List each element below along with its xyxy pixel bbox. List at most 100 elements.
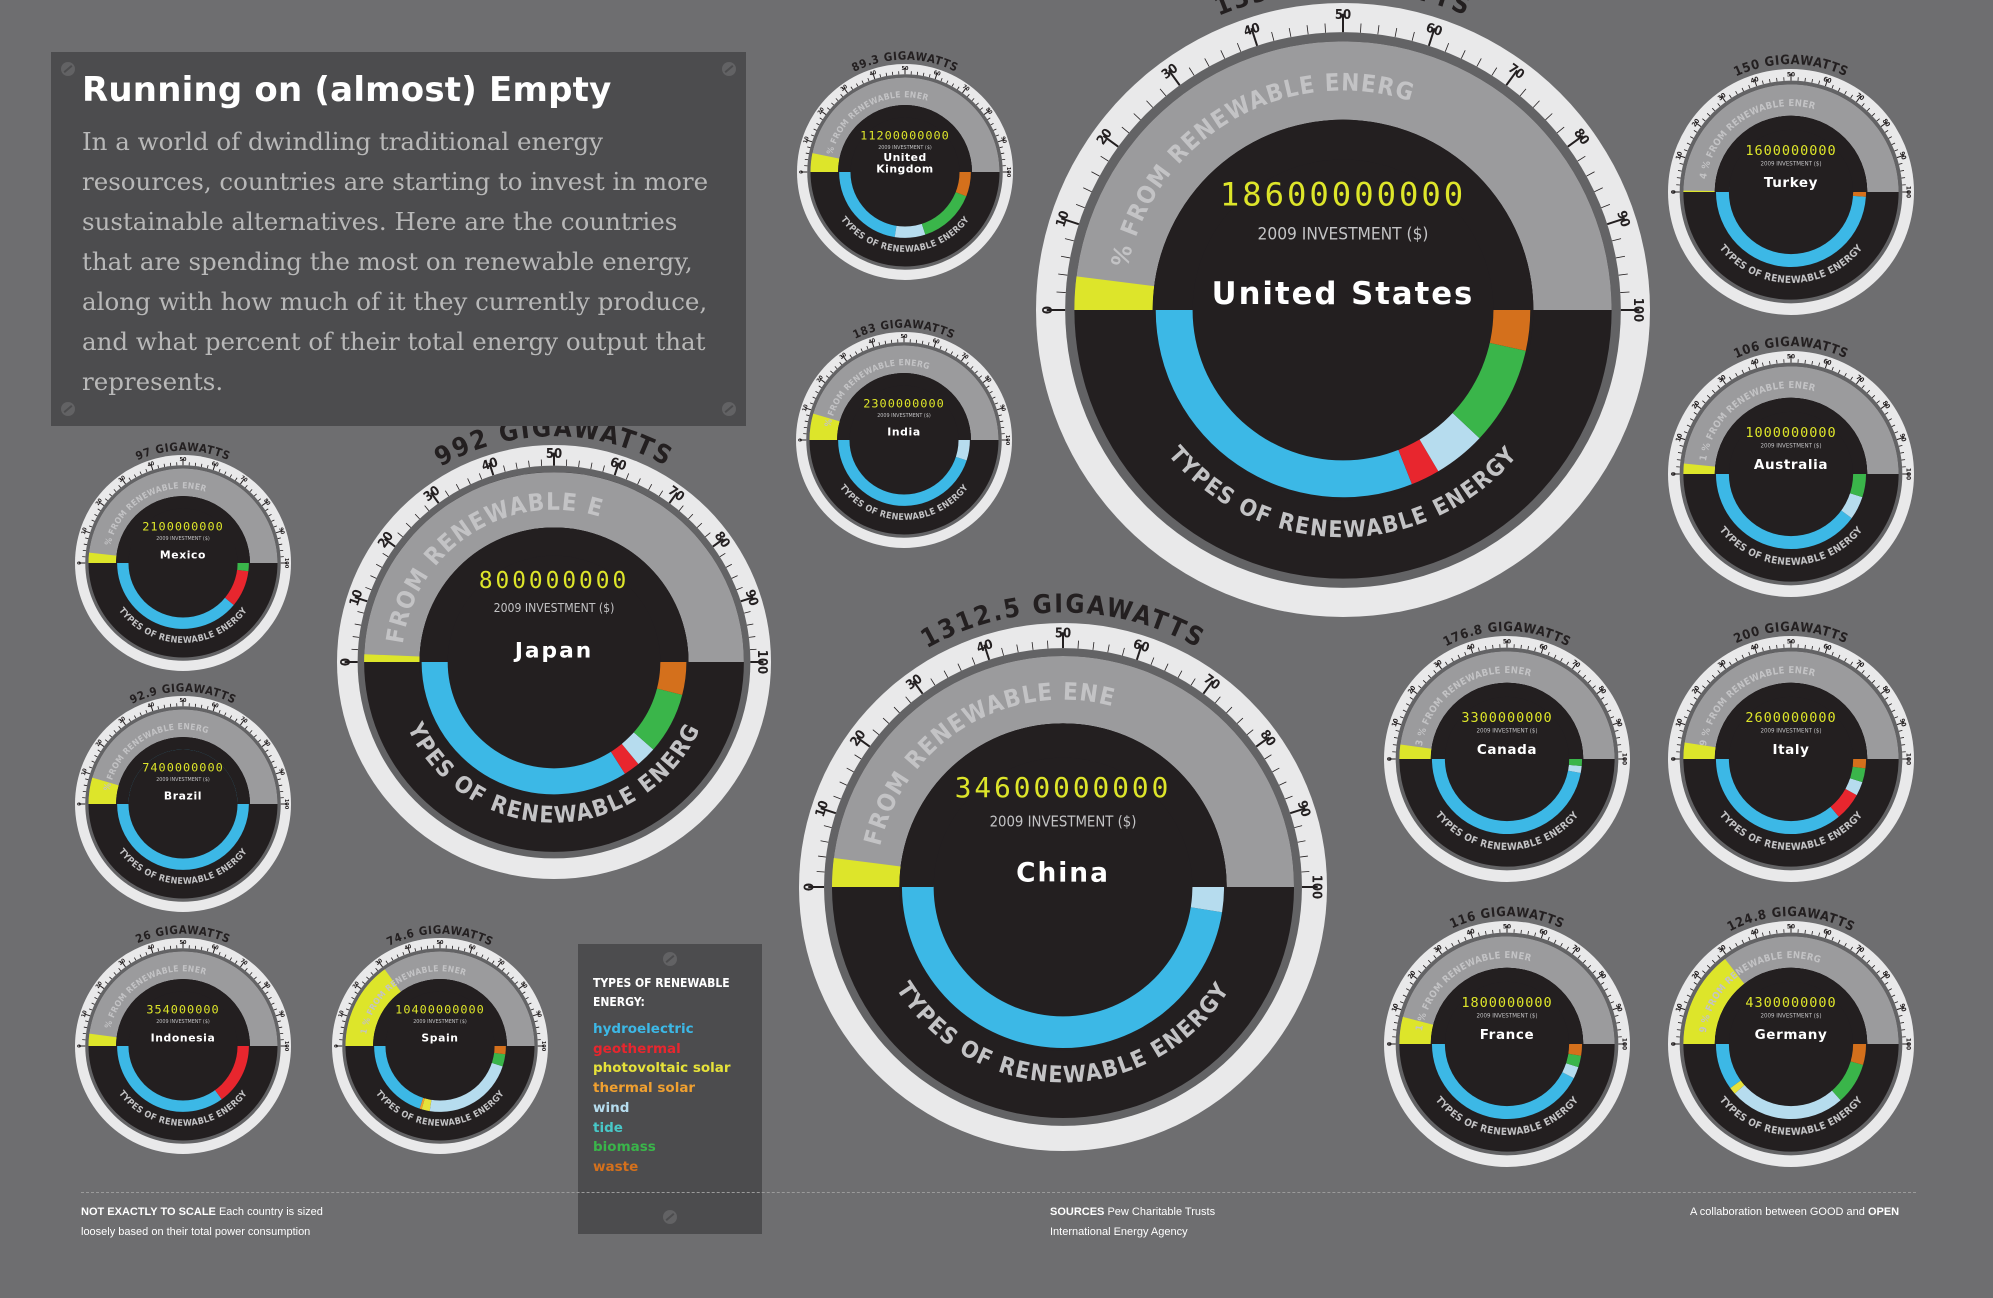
scale-tick bbox=[1900, 170, 1905, 172]
scale-tick bbox=[497, 961, 502, 968]
scale-tick bbox=[1735, 658, 1738, 662]
scale-tick bbox=[1818, 80, 1820, 85]
scale-tick bbox=[532, 1013, 540, 1017]
scale-tick bbox=[804, 420, 809, 423]
scale-tick bbox=[277, 1020, 281, 1023]
scale-tick bbox=[884, 340, 887, 345]
scale-tick bbox=[475, 951, 478, 956]
scale-tick bbox=[1720, 377, 1726, 385]
investment-label: 2009 INVESTMENT ($) bbox=[1476, 1013, 1537, 1020]
scale-tick bbox=[145, 951, 148, 956]
scale-tick bbox=[819, 378, 826, 383]
scale-tick bbox=[134, 957, 137, 961]
scale-tick bbox=[271, 760, 275, 763]
scale-tick-label: 90 bbox=[1898, 433, 1908, 443]
scale-tick bbox=[407, 946, 411, 954]
mix-inner bbox=[849, 385, 959, 495]
mix-segment-waste bbox=[1852, 192, 1867, 197]
scale-tick-label: 30 bbox=[1716, 373, 1727, 384]
scale-tick-label: 50 bbox=[1787, 70, 1795, 78]
scale-tick bbox=[1693, 130, 1698, 133]
scale-tick-label: 40 bbox=[147, 461, 156, 469]
scale-tick bbox=[265, 991, 269, 994]
scale-tick bbox=[85, 1020, 89, 1023]
scale-tick-label: 30 bbox=[839, 352, 849, 361]
scale-tick bbox=[340, 1026, 345, 1029]
scale-tick bbox=[1711, 389, 1716, 394]
scale-tick bbox=[1894, 431, 1899, 434]
scale-tick bbox=[1606, 217, 1626, 226]
footer-scale-note: NOT EXACTLY TO SCALE Each country is siz… bbox=[81, 1202, 323, 1242]
scale-tick bbox=[83, 543, 88, 546]
scale-tick bbox=[128, 718, 131, 722]
country-name: Indonesia bbox=[151, 1032, 216, 1045]
scale-tick bbox=[1600, 697, 1605, 700]
scale-tick bbox=[1850, 661, 1853, 666]
scale-tick bbox=[820, 110, 827, 115]
mix-segment-geothermal bbox=[215, 1046, 249, 1100]
scale-tick bbox=[871, 340, 875, 348]
mix-inner bbox=[850, 117, 960, 227]
mix-inner bbox=[933, 757, 1193, 1017]
pct-fill bbox=[1683, 742, 1716, 759]
scale-tick-label: 30 bbox=[1432, 658, 1443, 669]
scale-tick bbox=[744, 611, 751, 614]
scale-tick bbox=[1706, 394, 1711, 399]
scale-tick bbox=[1748, 84, 1751, 89]
scale-tick-label: 40 bbox=[869, 70, 878, 78]
scale-tick bbox=[1706, 964, 1711, 969]
investment-value: 1800000000 bbox=[1461, 995, 1552, 1011]
scale-tick-label: 100 bbox=[283, 558, 289, 569]
scale-tick bbox=[1677, 154, 1686, 159]
scale-tick bbox=[402, 951, 405, 956]
scale-tick bbox=[1587, 964, 1592, 969]
scale-tick-label: 10 bbox=[802, 403, 810, 412]
scale-tick bbox=[1876, 400, 1880, 404]
scale-tick bbox=[893, 706, 900, 714]
scale-tick bbox=[1102, 135, 1119, 148]
scale-tick bbox=[1753, 645, 1758, 654]
scale-tick bbox=[993, 128, 997, 131]
investment-value: 4300000000 bbox=[1745, 995, 1836, 1011]
scale-tick bbox=[1741, 654, 1744, 659]
scale-tick bbox=[856, 83, 859, 87]
scale-tick bbox=[1422, 679, 1427, 684]
scale-tick bbox=[1427, 959, 1432, 964]
scale-tick bbox=[534, 1020, 538, 1023]
mix-segment-biomass bbox=[1832, 1061, 1864, 1101]
scale-tick-label: 50 bbox=[902, 66, 909, 72]
scale-tick bbox=[1876, 970, 1880, 974]
scale-tick bbox=[809, 402, 814, 405]
scale-tick bbox=[1164, 663, 1169, 671]
country-name: Australia bbox=[1754, 457, 1828, 473]
scale-tick bbox=[1818, 932, 1820, 937]
scale-tick bbox=[424, 505, 430, 511]
scale-tick bbox=[1838, 87, 1841, 92]
scale-tick bbox=[820, 840, 829, 843]
scale-tick-label: 80 bbox=[1881, 117, 1892, 128]
scale-tick bbox=[1831, 936, 1834, 941]
scale-tick-label: 70 bbox=[1855, 373, 1866, 384]
scale-tick bbox=[430, 492, 440, 504]
scale-tick bbox=[528, 460, 530, 468]
scale-tick bbox=[1560, 943, 1563, 947]
scale-tick bbox=[1891, 424, 1896, 427]
scale-tick bbox=[94, 997, 98, 1000]
scale-tick bbox=[1324, 23, 1326, 33]
scale-tick-label: 50 bbox=[901, 334, 908, 340]
scale-tick bbox=[258, 739, 262, 743]
scale-tick-label: 20 bbox=[1690, 684, 1701, 695]
scale-tick bbox=[823, 825, 832, 828]
scale-tick-label: 10 bbox=[803, 135, 811, 144]
scale-tick bbox=[951, 83, 954, 87]
investment-label: 2009 INVESTMENT ($) bbox=[1760, 443, 1821, 450]
scale-tick-label: 0 bbox=[1669, 190, 1677, 194]
scale-tick bbox=[278, 543, 283, 546]
scale-tick bbox=[128, 477, 131, 481]
pct-fill bbox=[88, 552, 117, 563]
investment-value: 10400000000 bbox=[395, 1003, 485, 1017]
scale-tick bbox=[970, 366, 974, 370]
scale-tick bbox=[1891, 994, 1896, 997]
scale-tick bbox=[1547, 936, 1550, 941]
scale-tick-label: 30 bbox=[1716, 658, 1727, 669]
